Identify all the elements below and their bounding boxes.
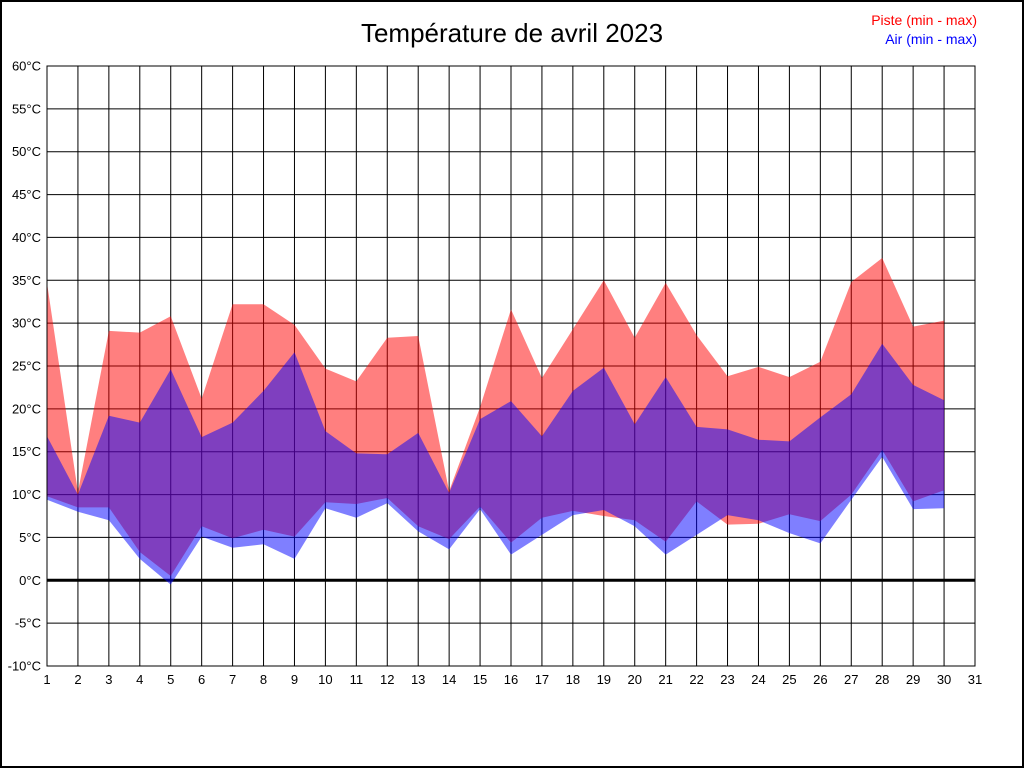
x-tick-label: 1 xyxy=(43,672,50,687)
y-tick-label: 10°C xyxy=(12,487,41,502)
x-tick-label: 13 xyxy=(411,672,425,687)
y-tick-label: -10°C xyxy=(8,659,41,674)
x-tick-label: 27 xyxy=(844,672,858,687)
x-tick-label: 15 xyxy=(473,672,487,687)
x-tick-label: 26 xyxy=(813,672,827,687)
x-tick-label: 3 xyxy=(105,672,112,687)
x-tick-label: 5 xyxy=(167,672,174,687)
y-tick-label: 25°C xyxy=(12,359,41,374)
x-tick-label: 20 xyxy=(627,672,641,687)
x-tick-label: 24 xyxy=(751,672,765,687)
x-tick-label: 21 xyxy=(658,672,672,687)
y-tick-label: 60°C xyxy=(12,59,41,74)
x-tick-label: 11 xyxy=(350,672,364,687)
air-band xyxy=(47,343,945,585)
y-tick-label: 30°C xyxy=(12,316,41,331)
y-tick-label: 55°C xyxy=(12,101,41,116)
x-tick-label: 30 xyxy=(937,672,951,687)
x-tick-label: 8 xyxy=(260,672,267,687)
x-tick-label: 17 xyxy=(535,672,549,687)
y-tick-label: 5°C xyxy=(19,530,41,545)
x-tick-label: 31 xyxy=(968,672,982,687)
x-tick-label: 16 xyxy=(504,672,518,687)
y-tick-label: 35°C xyxy=(12,273,41,288)
y-tick-label: 15°C xyxy=(12,444,41,459)
y-tick-label: -5°C xyxy=(15,616,41,631)
x-tick-label: 10 xyxy=(318,672,332,687)
x-tick-label: 9 xyxy=(291,672,298,687)
x-tick-label: 12 xyxy=(380,672,394,687)
y-tick-label: 0°C xyxy=(19,573,41,588)
x-tick-label: 7 xyxy=(229,672,236,687)
y-tick-label: 20°C xyxy=(12,401,41,416)
x-tick-label: 18 xyxy=(566,672,580,687)
y-tick-label: 50°C xyxy=(12,144,41,159)
y-tick-label: 40°C xyxy=(12,230,41,245)
x-tick-label: 6 xyxy=(198,672,205,687)
legend-piste-label: Piste (min - max) xyxy=(871,12,977,28)
plot-border xyxy=(46,65,976,667)
x-tick-label: 22 xyxy=(689,672,703,687)
x-tick-label: 4 xyxy=(136,672,143,687)
legend: Piste (min - max) Air (min - max) xyxy=(871,11,977,49)
y-tick-labels: 60°C 55°C 50°C 45°C 40°C 35°C 30°C 25°C 20°C 15°C… xyxy=(8,59,41,674)
x-tick-label: 14 xyxy=(442,672,456,687)
y-tick-label: 45°C xyxy=(12,187,41,202)
x-tick-label: 29 xyxy=(906,672,920,687)
legend-air-label: Air (min - max) xyxy=(885,31,977,47)
x-tick-labels: 1 2 3 4 5 6 7 8 9 10 11 12 13 14 15 16 17 18 19 20 21 22 23 24 2… xyxy=(43,672,982,687)
chart-title: Température de avril 2023 xyxy=(360,18,664,48)
x-tick-label: 19 xyxy=(597,672,611,687)
x-tick-label: 28 xyxy=(875,672,889,687)
x-tick-label: 2 xyxy=(74,672,81,687)
x-tick-label: 23 xyxy=(720,672,734,687)
x-tick-label: 25 xyxy=(782,672,796,687)
